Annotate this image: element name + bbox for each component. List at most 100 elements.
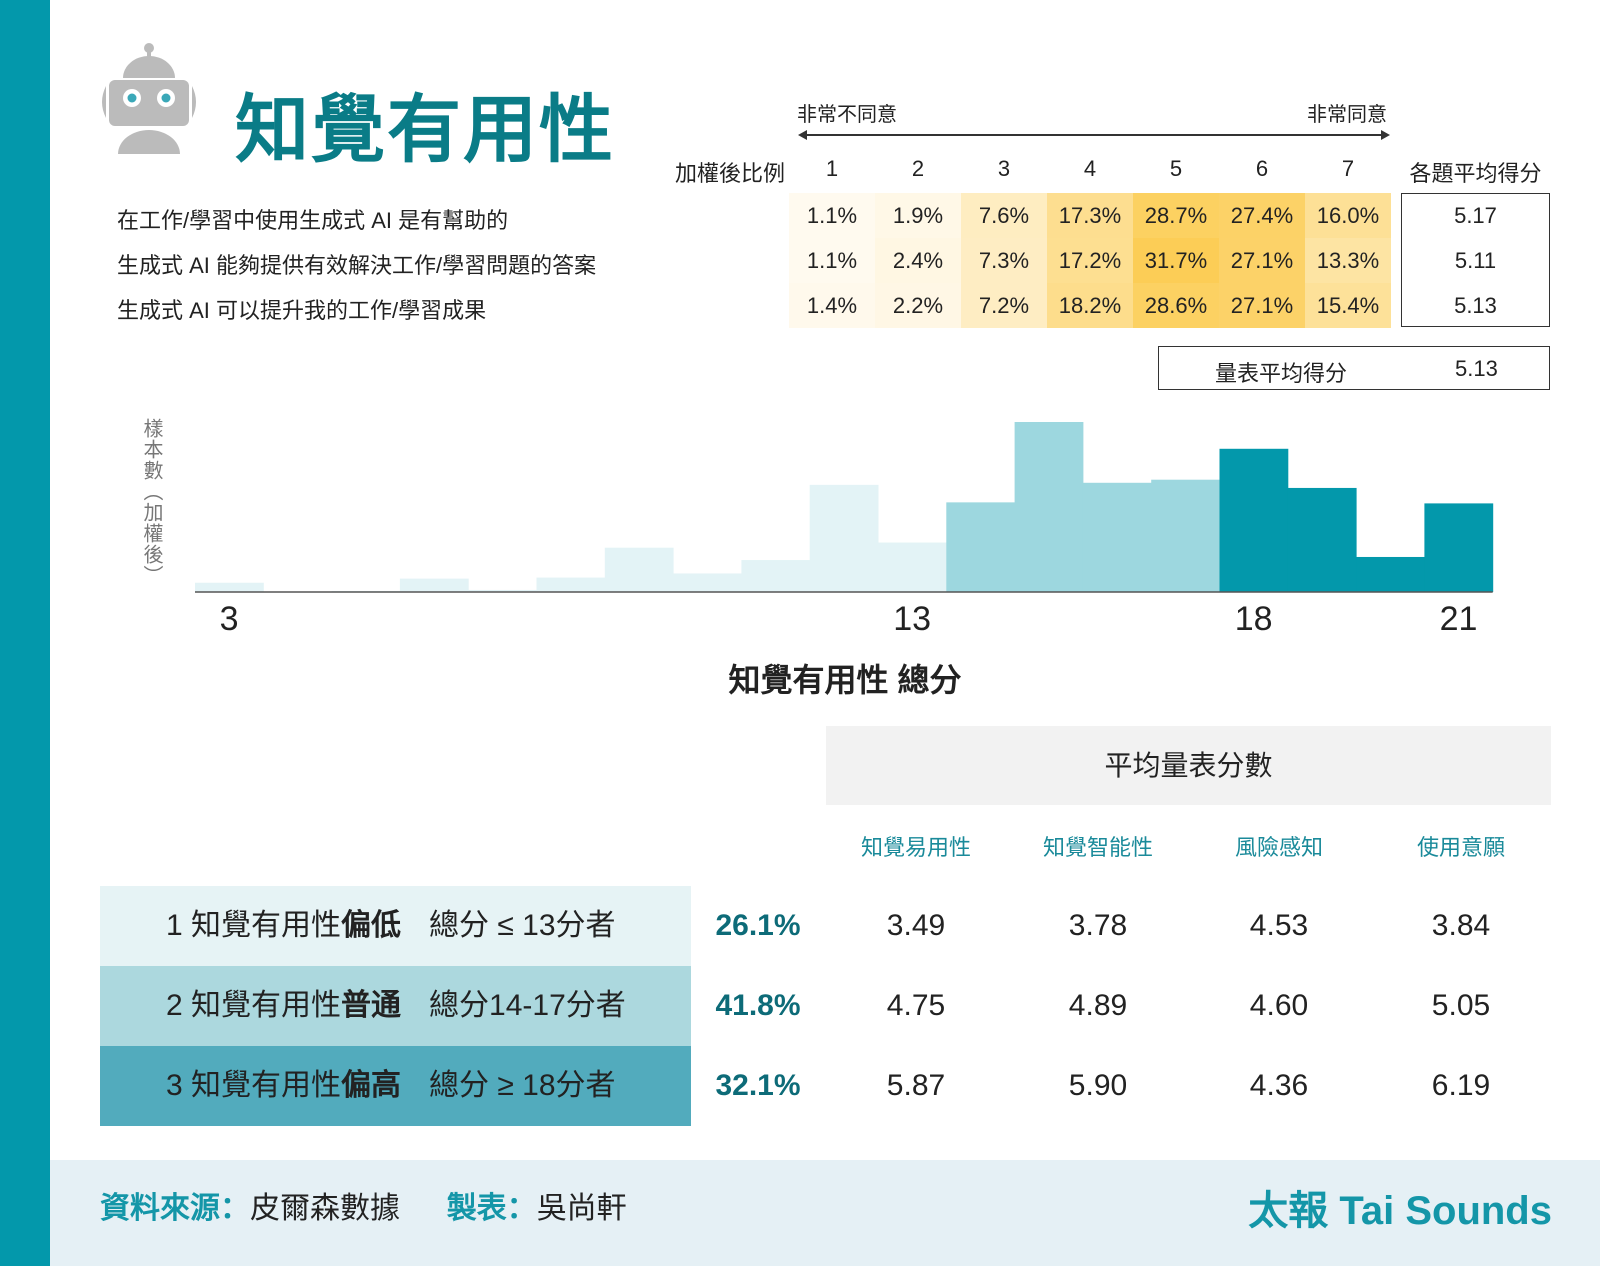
column-header: 使用意願 [1416, 835, 1505, 860]
percent-cell: 28.6% [1133, 283, 1219, 328]
x-tick-label: 3 [219, 600, 239, 638]
group-number: 2 [166, 989, 183, 1022]
item-average: 5.13 [1454, 293, 1497, 318]
histogram-bar-17 [1151, 479, 1220, 592]
group-score: 3.78 [1068, 909, 1128, 942]
histogram-bar-20 [1356, 556, 1425, 592]
item-average: 5.17 [1454, 203, 1497, 228]
robot-icon [102, 43, 196, 154]
scale-left-label: 非常不同意 [797, 104, 897, 126]
source-value: 皮爾森數據 [250, 1192, 400, 1225]
percent-cell: 2.4% [875, 238, 961, 283]
group-table-header: 平均量表分數 [826, 726, 1551, 805]
histogram-bar-6 [399, 578, 469, 592]
histogram-bar-10 [673, 573, 742, 592]
histogram-bar-7 [468, 589, 537, 592]
group-criteria: 總分14-17分者 [429, 989, 626, 1022]
percent-cell: 1.9% [875, 193, 961, 238]
group-name: 知覺有用性 [191, 989, 342, 1022]
group-row-label: 3 知覺有用性偏高 總分 ≥ 18分者 [100, 1046, 691, 1126]
maker-value: 吳尚軒 [536, 1192, 627, 1225]
group-criteria: 總分 ≤ 13分者 [429, 909, 616, 942]
scale-average-box: 量表平均得分 5.13 [1158, 346, 1550, 390]
scale-point-5: 5 [1169, 156, 1183, 181]
x-tick-label: 13 [893, 600, 932, 638]
page-title: 知覺有用性 [235, 88, 615, 171]
group-score: 3.49 [886, 909, 946, 942]
group-percent: 32.1% [715, 1069, 801, 1102]
percent-cell: 15.4% [1305, 283, 1391, 328]
percent-cell: 27.1% [1219, 238, 1305, 283]
percent-cell: 17.3% [1047, 193, 1133, 238]
group-score: 5.05 [1431, 989, 1491, 1022]
x-tick-label: 18 [1234, 600, 1273, 638]
histogram-bar-3 [195, 582, 264, 592]
scale-average-label: 量表平均得分 [1215, 361, 1348, 386]
histogram-bar-13 [878, 542, 947, 592]
percent-cell: 27.4% [1219, 193, 1305, 238]
histogram-bar-8 [536, 577, 606, 592]
scale-point-2: 2 [911, 156, 925, 181]
scale-average-value: 5.13 [1455, 356, 1498, 381]
histogram-bar-9 [604, 547, 674, 592]
question-text: 在工作/學習中使用生成式 AI 是有幫助的 [117, 208, 509, 233]
scale-arrow [798, 130, 1390, 140]
footer-source: 資料來源：皮爾森數據 製表：吳尚軒 [100, 1183, 627, 1227]
scale-point-4: 4 [1083, 156, 1097, 181]
question-text: 生成式 AI 能夠提供有效解決工作/學習問題的答案 [117, 253, 597, 278]
column-header: 風險感知 [1234, 835, 1323, 860]
weighted-label: 加權後比例 [674, 161, 785, 186]
group-score: 5.90 [1068, 1069, 1128, 1102]
item-average: 5.11 [1454, 248, 1497, 273]
y-axis-label: 樣本數（加權後） [140, 418, 162, 586]
group-score: 4.75 [886, 989, 946, 1022]
histogram-bar-15 [1014, 422, 1084, 592]
maker-label: 製表： [446, 1192, 537, 1225]
brand-logo: 太報 Tai Sounds [1248, 1189, 1552, 1233]
x-axis-title: 知覺有用性 總分 [728, 662, 962, 698]
percent-cell: 7.6% [961, 193, 1047, 238]
group-criteria: 總分 ≥ 18分者 [429, 1069, 616, 1102]
percent-cell: 17.2% [1047, 238, 1133, 283]
item-average-box [1401, 193, 1550, 327]
scale-point-6: 6 [1255, 156, 1269, 181]
histogram-bar-11 [741, 560, 811, 592]
histogram-bar-19 [1287, 487, 1357, 592]
group-name: 知覺有用性 [191, 1069, 342, 1102]
footer [50, 1160, 1600, 1266]
histogram-bar-14 [946, 502, 1016, 592]
scale-point-1: 1 [825, 156, 839, 181]
x-tick-label: 21 [1439, 600, 1478, 638]
scale-point-3: 3 [997, 156, 1011, 181]
percent-cell: 1.1% [789, 238, 875, 283]
percent-cell: 1.4% [789, 283, 875, 328]
percent-cell: 18.2% [1047, 283, 1133, 328]
percent-cell: 28.7% [1133, 193, 1219, 238]
group-row-label: 1 知覺有用性偏低 總分 ≤ 13分者 [100, 886, 691, 966]
group-row-label: 2 知覺有用性普通 總分14-17分者 [100, 966, 691, 1046]
group-number: 1 [166, 909, 183, 942]
percent-cell: 7.3% [961, 238, 1047, 283]
group-name: 知覺有用性 [191, 909, 342, 942]
group-level: 偏高 [341, 1069, 402, 1102]
histogram-bar-16 [1082, 482, 1152, 592]
group-percent: 26.1% [715, 909, 801, 942]
group-score: 4.53 [1249, 909, 1309, 942]
histogram [195, 422, 1494, 593]
group-percent: 41.8% [715, 989, 801, 1022]
percent-cell: 13.3% [1305, 238, 1391, 283]
avg-header: 各題平均得分 [1409, 161, 1542, 186]
histogram-bar-21 [1424, 503, 1494, 592]
percent-cell: 7.2% [961, 283, 1047, 328]
left-accent-bar [0, 0, 50, 1266]
scale-point-7: 7 [1341, 156, 1355, 181]
source-label: 資料來源： [100, 1192, 250, 1225]
percent-cell: 2.2% [875, 283, 961, 328]
group-level: 普通 [341, 989, 402, 1022]
percent-cell: 31.7% [1133, 238, 1219, 283]
group-score: 4.36 [1249, 1069, 1309, 1102]
group-score: 4.89 [1068, 989, 1128, 1022]
percent-cell: 16.0% [1305, 193, 1391, 238]
histogram-bar-18 [1219, 448, 1289, 592]
column-header: 知覺智能性 [1042, 835, 1153, 860]
